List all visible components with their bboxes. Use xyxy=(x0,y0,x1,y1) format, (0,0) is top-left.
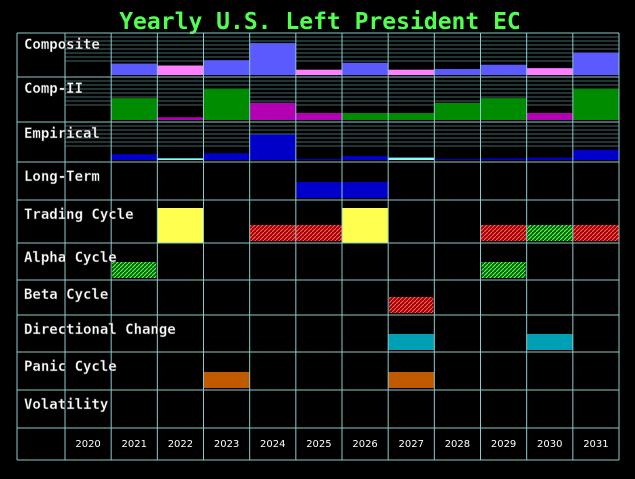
bar xyxy=(157,65,204,75)
bar xyxy=(342,112,389,120)
chart-title: Yearly U.S. Left President EC xyxy=(119,9,521,35)
bar xyxy=(526,112,573,120)
bar xyxy=(434,68,481,75)
bar xyxy=(480,158,527,160)
bar xyxy=(388,69,435,75)
row-label: Trading Cycle xyxy=(24,207,134,223)
bar xyxy=(480,64,527,75)
bar xyxy=(434,102,481,120)
signal-cell xyxy=(388,372,435,388)
bar xyxy=(249,102,296,120)
bar xyxy=(526,68,573,75)
bar xyxy=(572,149,619,160)
signal-cell xyxy=(157,208,204,243)
year-label: 2031 xyxy=(583,439,608,450)
bar xyxy=(572,52,619,75)
bar xyxy=(342,155,389,160)
bar xyxy=(157,158,204,160)
year-label: 2028 xyxy=(445,439,470,450)
year-label: 2021 xyxy=(122,439,147,450)
bar xyxy=(295,112,342,120)
signal-cell xyxy=(526,334,573,350)
signal-cell xyxy=(342,208,389,243)
row-label: Panic Cycle xyxy=(24,359,117,375)
row-label: Directional Change xyxy=(24,322,176,338)
year-label: 2030 xyxy=(537,439,562,450)
bar xyxy=(111,63,158,75)
signal-cell xyxy=(112,262,157,278)
bar xyxy=(295,69,342,75)
signal-cell xyxy=(389,297,434,313)
signal-cell xyxy=(481,262,526,278)
signal-cell xyxy=(388,334,435,350)
signal-cell xyxy=(572,225,619,241)
year-label: 2026 xyxy=(352,439,377,450)
signal-cell xyxy=(342,182,389,198)
bar xyxy=(157,117,204,120)
signal-cell xyxy=(203,372,250,388)
row-label: Empirical xyxy=(24,126,100,142)
row-label: Alpha Cycle xyxy=(24,250,117,266)
bar xyxy=(526,157,573,160)
row-label: Volatility xyxy=(24,397,109,413)
bar xyxy=(111,98,158,120)
year-label: 2023 xyxy=(214,439,239,450)
bar xyxy=(342,62,389,75)
year-label: 2024 xyxy=(260,439,285,450)
bar xyxy=(203,60,250,75)
bar xyxy=(434,158,481,160)
bar xyxy=(295,158,342,160)
bar xyxy=(388,112,435,120)
year-label: 2029 xyxy=(491,439,516,450)
bar xyxy=(249,43,296,75)
row-label: Beta Cycle xyxy=(24,287,108,303)
signal-cell xyxy=(249,225,296,241)
bar xyxy=(480,98,527,120)
row-label: Composite xyxy=(24,37,100,53)
year-label: 2022 xyxy=(168,439,193,450)
bar xyxy=(203,153,250,160)
bar xyxy=(111,154,158,160)
year-label: 2025 xyxy=(306,439,331,450)
signal-cell xyxy=(295,182,342,198)
row-label: Comp-II xyxy=(24,81,83,97)
bar xyxy=(572,88,619,120)
bar xyxy=(203,88,250,120)
grid-area: Composite Comp-II Empirical Long-Term Tradin… xyxy=(16,32,620,461)
signal-cell xyxy=(480,225,527,241)
year-label: 2027 xyxy=(399,439,424,450)
signal-cell xyxy=(526,225,573,241)
bar xyxy=(388,157,435,160)
signal-cell xyxy=(295,225,342,241)
year-label: 2020 xyxy=(75,439,100,450)
row-label: Long-Term xyxy=(24,169,100,185)
bar xyxy=(249,134,296,160)
